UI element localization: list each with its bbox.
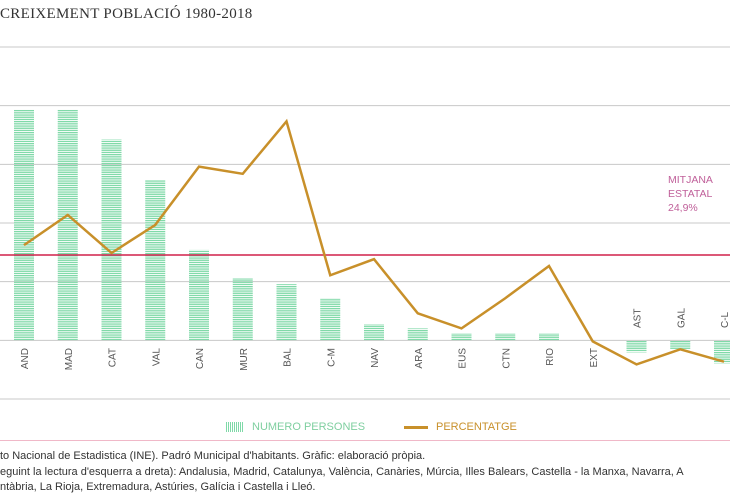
bar-MUR [232, 278, 253, 341]
bar-NAV [364, 324, 384, 341]
category-label: MAD [64, 348, 75, 370]
bar-ARA [407, 328, 428, 341]
category-label: BAL [283, 348, 294, 367]
category-label: AND [20, 348, 31, 369]
legend-item-line: PERCENTATGE [404, 421, 517, 433]
category-label: RIO [545, 348, 556, 366]
chart-title: CREIXEMENT POBLACIÓ 1980-2018 [0, 6, 253, 22]
average-label-line: MITJANA [668, 174, 713, 186]
category-label: MUR [239, 348, 250, 371]
legend-label: NUMERO PERSONES [252, 421, 366, 433]
category-label: EXT [589, 348, 600, 367]
category-label: C-L [720, 311, 730, 328]
category-label: VAL [151, 348, 162, 367]
category-label: AST [633, 309, 644, 328]
category-label: C-M [326, 348, 337, 367]
category-label: NAV [370, 348, 381, 368]
bar-VAL [145, 179, 166, 341]
bar-AND [14, 109, 34, 341]
order-note: eguint la lectura d'esquerra a dreta): A… [0, 466, 684, 478]
bar-GAL [670, 340, 691, 350]
bar-MAD [57, 109, 78, 341]
bar-CAN [189, 249, 209, 341]
category-label: GAL [676, 308, 687, 328]
average-label: MITJANA ESTATAL 24,9% [668, 173, 713, 215]
bar-RIO [539, 333, 559, 341]
bar-EUS [451, 333, 472, 341]
bar-BAL [276, 284, 297, 341]
category-label: CAN [195, 348, 206, 369]
category-label: CAT [108, 348, 119, 367]
legend-label: PERCENTATGE [436, 421, 517, 433]
legend-line-swatch [404, 425, 428, 429]
average-label-line: ESTATAL [668, 188, 713, 200]
chart-svg: AND MAD CAT VAL CAN MUR BAL C-M NAV ARA EUS CTN RIO E… [0, 46, 730, 400]
legend-item-bars: NUMERO PERSONES [226, 421, 365, 433]
legend-bar-swatch [226, 422, 244, 432]
bar-C-L [714, 340, 730, 364]
category-label: CTN [501, 348, 512, 369]
bar-CAT [101, 139, 122, 341]
category-label: EUS [458, 348, 469, 369]
category-label: ARA [414, 348, 425, 369]
bar-AST [626, 340, 647, 353]
average-label-line: 24,9% [668, 202, 698, 214]
bar-C-M [320, 298, 341, 341]
divider [0, 440, 730, 441]
source-note: to Nacional de Estadistica (INE). Padró … [0, 450, 426, 462]
bar-CTN [495, 333, 516, 341]
order-note-cont: ntàbria, La Rioja, Extremadura, Astúries… [0, 481, 316, 493]
